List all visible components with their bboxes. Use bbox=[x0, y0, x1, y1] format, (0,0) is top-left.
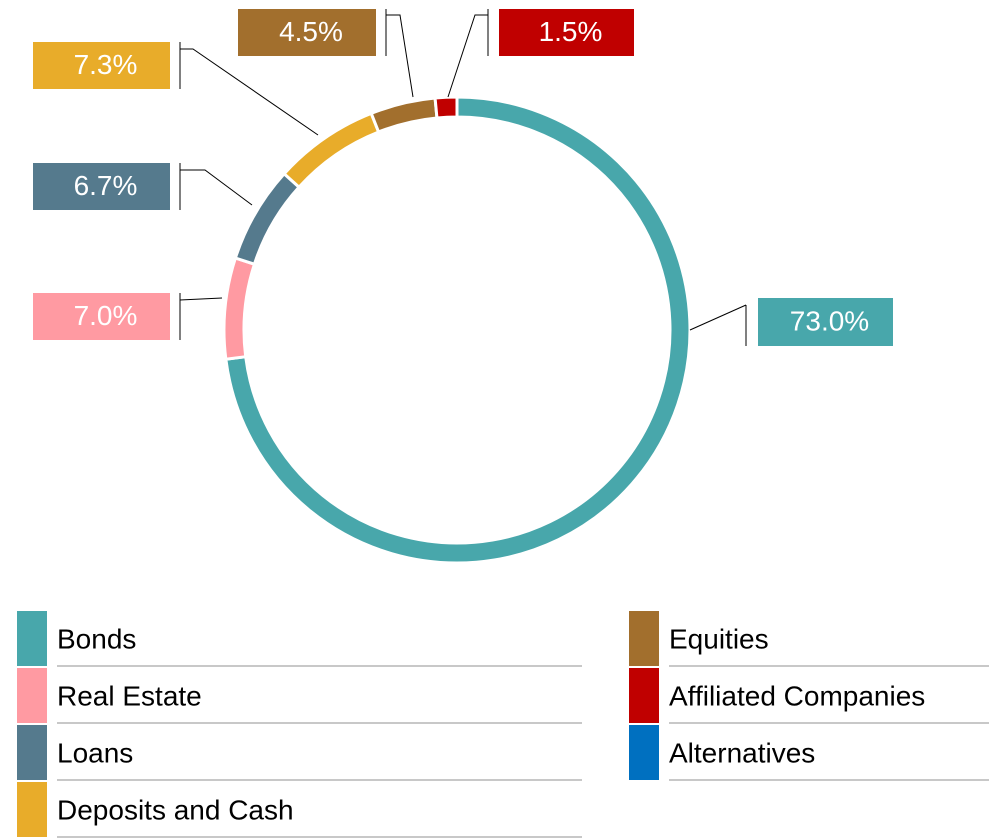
legend-swatch bbox=[17, 725, 47, 780]
legend-label: Affiliated Companies bbox=[669, 680, 925, 711]
data-label: 7.0% bbox=[74, 300, 138, 331]
data-label: 7.3% bbox=[74, 49, 138, 80]
legend-swatch bbox=[629, 668, 659, 723]
legend-label: Bonds bbox=[57, 623, 136, 654]
data-label: 4.5% bbox=[279, 16, 343, 47]
label-box bbox=[33, 163, 170, 210]
label-box bbox=[33, 42, 170, 89]
leader-line bbox=[180, 48, 319, 136]
label-box bbox=[238, 9, 376, 56]
leader-line bbox=[179, 297, 223, 301]
legend-swatch bbox=[17, 611, 47, 666]
legend-label: Real Estate bbox=[57, 680, 202, 711]
donut-slice bbox=[369, 96, 439, 134]
donut-slice bbox=[222, 256, 257, 361]
leader-line bbox=[180, 169, 253, 206]
legend-swatch bbox=[17, 668, 47, 723]
legend-swatch bbox=[629, 611, 659, 666]
leader-line bbox=[447, 14, 488, 98]
legend-label: Alternatives bbox=[669, 737, 815, 768]
label-box bbox=[499, 9, 634, 56]
data-label: 73.0% bbox=[790, 305, 869, 336]
donut-slice bbox=[433, 95, 459, 120]
legend-label: Deposits and Cash bbox=[57, 794, 294, 825]
data-label: 1.5% bbox=[539, 16, 603, 47]
data-label: 6.7% bbox=[74, 170, 138, 201]
label-box bbox=[758, 298, 893, 346]
legend-label: Loans bbox=[57, 737, 133, 768]
legend-swatch bbox=[629, 725, 659, 780]
leader-line bbox=[689, 304, 747, 331]
leader-line bbox=[386, 14, 414, 98]
legend-swatch bbox=[17, 782, 47, 837]
label-box bbox=[33, 293, 170, 340]
donut-slice bbox=[282, 111, 381, 190]
donut-slice bbox=[233, 171, 302, 267]
legend-label: Equities bbox=[669, 623, 769, 654]
